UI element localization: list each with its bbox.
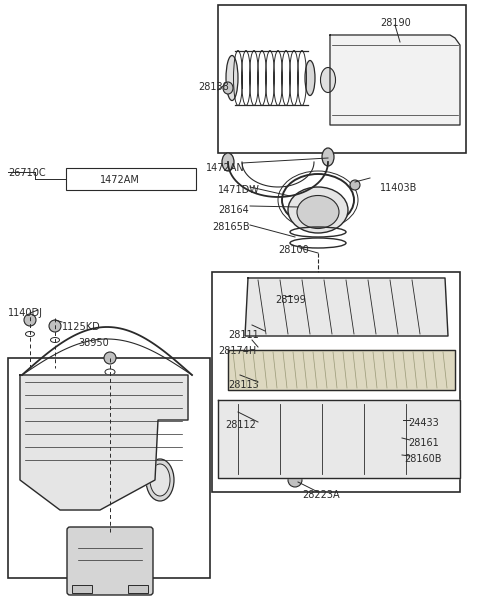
Text: 28190: 28190	[380, 18, 411, 28]
Circle shape	[288, 473, 302, 487]
Bar	[66, 168, 196, 190]
Polygon shape	[245, 278, 448, 336]
Ellipse shape	[150, 464, 170, 496]
Ellipse shape	[305, 60, 315, 95]
Bar	[72, 585, 92, 593]
Text: 1140DJ: 1140DJ	[8, 308, 43, 318]
Text: 28164: 28164	[218, 205, 249, 215]
Text: 1471DW: 1471DW	[218, 185, 260, 195]
Polygon shape	[330, 35, 460, 125]
Bar	[275, 279, 313, 297]
Text: 26710C: 26710C	[8, 168, 46, 178]
Polygon shape	[20, 375, 188, 510]
Text: 28160B: 28160B	[404, 454, 442, 464]
Ellipse shape	[223, 82, 233, 94]
Text: 28161: 28161	[408, 438, 439, 448]
Text: 28199: 28199	[275, 295, 306, 305]
Polygon shape	[228, 350, 455, 390]
Bar	[128, 585, 148, 593]
Ellipse shape	[297, 196, 339, 229]
Circle shape	[350, 180, 360, 190]
Text: 28113: 28113	[228, 380, 259, 390]
Circle shape	[49, 320, 61, 332]
Text: 1472AN: 1472AN	[206, 163, 245, 173]
Text: 28112: 28112	[225, 420, 256, 430]
Circle shape	[104, 352, 116, 364]
Ellipse shape	[90, 459, 130, 481]
Bar	[212, 272, 460, 492]
Ellipse shape	[226, 55, 238, 100]
Ellipse shape	[288, 187, 348, 233]
Text: 28111: 28111	[228, 330, 259, 340]
Text: 28165B: 28165B	[212, 222, 250, 232]
Polygon shape	[218, 400, 460, 478]
Ellipse shape	[223, 413, 257, 467]
Ellipse shape	[321, 68, 336, 92]
FancyBboxPatch shape	[67, 527, 153, 595]
Text: 28174H: 28174H	[218, 346, 256, 356]
Text: 1472AM: 1472AM	[100, 175, 140, 185]
Text: 28138: 28138	[198, 82, 229, 92]
Ellipse shape	[222, 153, 234, 171]
Circle shape	[24, 314, 36, 326]
Bar	[8, 358, 210, 578]
Text: 1125KD: 1125KD	[62, 322, 101, 332]
Text: 24433: 24433	[408, 418, 439, 428]
Ellipse shape	[146, 459, 174, 501]
Text: 28223A: 28223A	[302, 490, 340, 500]
Ellipse shape	[322, 148, 334, 166]
Ellipse shape	[397, 451, 407, 459]
Circle shape	[395, 413, 405, 423]
Text: 38950: 38950	[78, 338, 109, 348]
Text: 28100: 28100	[278, 245, 309, 255]
Bar	[218, 5, 466, 153]
Text: 11403B: 11403B	[380, 183, 418, 193]
